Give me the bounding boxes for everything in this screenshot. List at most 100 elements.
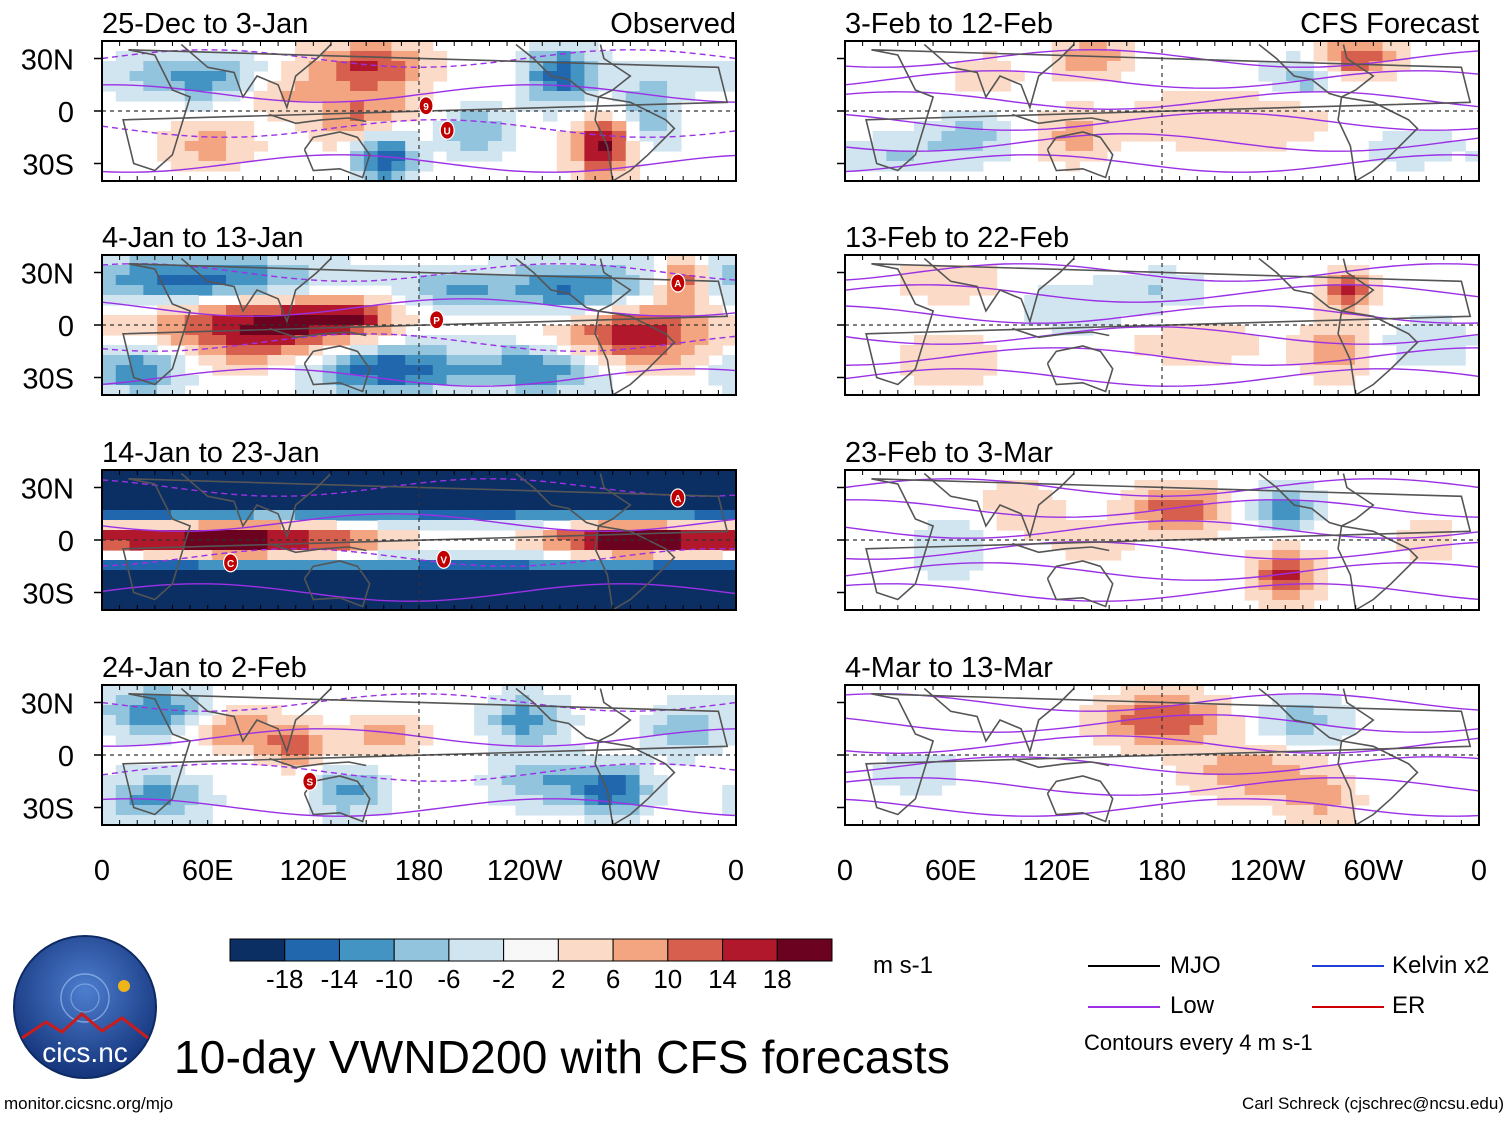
heat-cell	[1051, 325, 1067, 336]
heat-cell	[1024, 500, 1039, 511]
heat-cell	[913, 335, 929, 346]
heat-cell	[1244, 785, 1260, 796]
heat-cell	[694, 695, 710, 706]
heat-cell	[474, 715, 489, 726]
heat-cell	[102, 81, 117, 92]
heat-cell	[1162, 530, 1177, 541]
heat-cell	[1382, 61, 1397, 72]
heat-cell	[708, 275, 723, 286]
heat-cell	[501, 500, 517, 511]
heat-cell	[927, 775, 943, 786]
heat-cell	[184, 580, 200, 591]
heat-cell	[1217, 755, 1232, 766]
heat-cell	[1120, 51, 1136, 62]
heat-cell	[308, 71, 324, 82]
heat-cell	[129, 275, 144, 286]
heat-cell	[653, 530, 668, 541]
heat-cell	[1106, 295, 1122, 306]
heat-cell	[322, 91, 337, 102]
coastline	[122, 49, 729, 172]
heat-cell	[1203, 745, 1218, 756]
heat-cell	[653, 775, 668, 786]
heat-cell	[294, 265, 310, 276]
heat-cell	[570, 161, 585, 172]
heat-cell	[1272, 490, 1287, 501]
heat-cell	[858, 151, 874, 162]
heat-cell	[102, 345, 117, 356]
heat-cell	[1354, 315, 1370, 326]
heat-cell	[501, 705, 517, 716]
heat-cell	[377, 265, 393, 276]
heat-cell	[1258, 570, 1273, 581]
heat-cell	[350, 570, 365, 581]
heat-cell	[1162, 295, 1177, 306]
heat-cell	[294, 71, 310, 82]
heat-cell	[1299, 365, 1315, 376]
heat-cell	[722, 785, 737, 796]
heat-cell	[667, 355, 682, 366]
heat-cell	[996, 500, 1011, 511]
y-tick-label: 0	[58, 741, 74, 773]
heat-cell	[694, 590, 710, 601]
colorbar-label: 2	[551, 964, 565, 994]
heat-cell	[927, 295, 943, 306]
heat-cell	[446, 570, 461, 581]
heat-cell	[115, 490, 131, 501]
heat-cell	[543, 265, 558, 276]
heat-cell	[625, 61, 641, 72]
heat-cell	[129, 295, 144, 306]
heat-cell	[363, 560, 379, 571]
heat-cell	[1286, 560, 1301, 571]
heat-cell	[405, 570, 420, 581]
heat-cell	[1065, 530, 1080, 541]
heat-cell	[694, 560, 710, 571]
heat-cell	[886, 765, 901, 776]
heat-cell	[143, 560, 158, 571]
heat-cell	[1299, 715, 1315, 726]
heat-cell	[501, 385, 517, 396]
heat-cell	[1148, 345, 1163, 356]
heat-cell	[1244, 775, 1260, 786]
heat-cell	[239, 470, 255, 481]
heat-cell	[1286, 715, 1301, 726]
heat-cell	[639, 61, 654, 72]
heat-cell	[1106, 315, 1122, 326]
heat-cell	[722, 325, 737, 336]
heat-cell	[1189, 765, 1204, 776]
heat-cell	[102, 530, 117, 541]
heat-cell	[253, 715, 268, 726]
heat-cell	[391, 355, 406, 366]
heat-cell	[1368, 51, 1384, 62]
heat-cell	[639, 765, 654, 776]
heat-cell	[226, 570, 241, 581]
heat-cell	[694, 520, 710, 531]
heat-cell	[487, 600, 503, 611]
heat-cell	[543, 755, 558, 766]
heat-cell	[529, 560, 544, 571]
heat-cell	[543, 570, 558, 581]
heat-cell	[556, 795, 572, 806]
heat-cell	[405, 151, 420, 162]
heat-cell	[239, 590, 255, 601]
cics-logo: cics.nc	[13, 935, 157, 1079]
heat-cell	[129, 560, 144, 571]
heat-cell	[474, 600, 489, 611]
x-tick-label: 0	[94, 855, 110, 887]
heat-cell	[391, 500, 406, 511]
heat-cell	[170, 255, 186, 266]
heat-cell	[556, 580, 572, 591]
heat-cell	[1423, 141, 1439, 152]
heat-cell	[1437, 345, 1453, 356]
heat-cell	[1327, 285, 1342, 296]
heat-cell	[543, 805, 558, 816]
heat-cell	[1313, 805, 1328, 816]
heat-cell	[184, 490, 200, 501]
heat-cell	[543, 385, 558, 396]
heat-cell	[363, 171, 379, 182]
heat-cell	[1162, 121, 1177, 132]
heat-cell	[1203, 725, 1218, 736]
heat-cell	[694, 470, 710, 481]
heat-cell	[129, 695, 144, 706]
heat-cell	[377, 470, 393, 481]
heat-cell	[1272, 745, 1287, 756]
